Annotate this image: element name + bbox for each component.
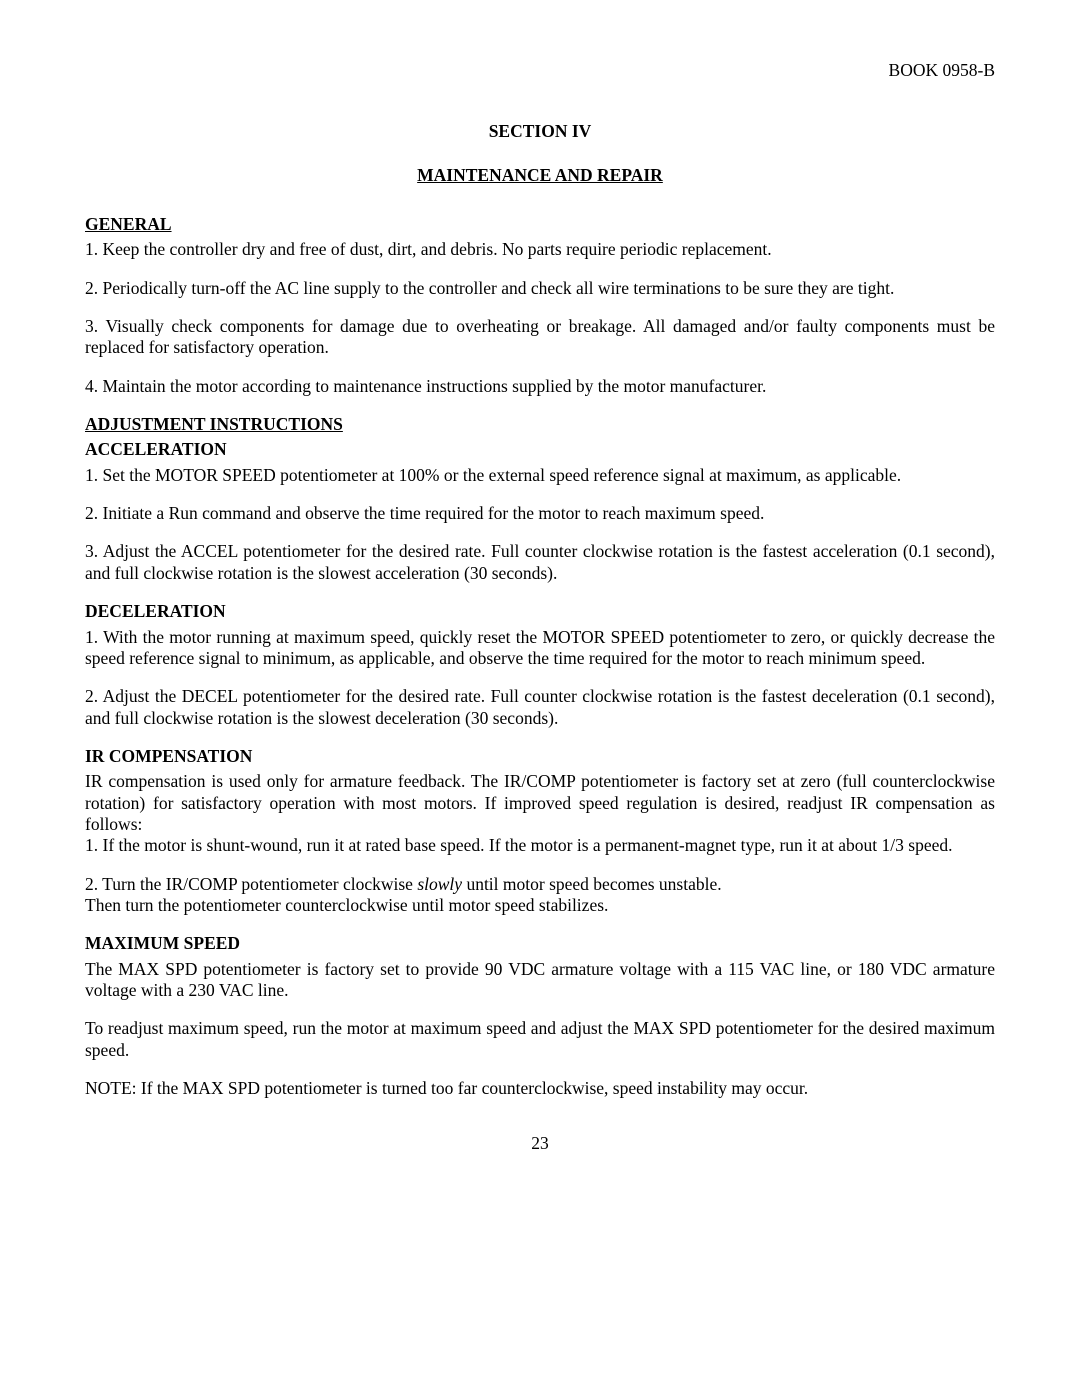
general-p1: 1. Keep the controller dry and free of d… <box>85 239 995 260</box>
ir-comp-p2a: 2. Turn the IR/COMP potentiometer clockw… <box>85 874 417 894</box>
ir-comp-p2-line2: Then turn the potentiometer counterclock… <box>85 895 995 916</box>
ir-comp-p2-italic: slowly <box>417 874 462 894</box>
page-number: 23 <box>85 1133 995 1154</box>
book-reference: BOOK 0958-B <box>85 60 995 81</box>
general-p4: 4. Maintain the motor according to maint… <box>85 376 995 397</box>
acceleration-p1: 1. Set the MOTOR SPEED potentiometer at … <box>85 465 995 486</box>
deceleration-heading: DECELERATION <box>85 601 995 622</box>
max-speed-p2: To readjust maximum speed, run the motor… <box>85 1018 995 1061</box>
section-title: MAINTENANCE AND REPAIR <box>85 165 995 186</box>
ir-comp-p2b: until motor speed becomes unstable. <box>462 874 722 894</box>
adjustment-heading: ADJUSTMENT INSTRUCTIONS <box>85 414 995 435</box>
general-p2: 2. Periodically turn-off the AC line sup… <box>85 278 995 299</box>
ir-comp-intro: IR compensation is used only for armatur… <box>85 771 995 835</box>
section-number: SECTION IV <box>85 121 995 142</box>
general-heading: GENERAL <box>85 214 995 235</box>
ir-comp-p1: 1. If the motor is shunt-wound, run it a… <box>85 835 995 856</box>
acceleration-heading: ACCELERATION <box>85 439 995 460</box>
ir-comp-p2-line1: 2. Turn the IR/COMP potentiometer clockw… <box>85 874 995 895</box>
max-speed-note: NOTE: If the MAX SPD potentiometer is tu… <box>85 1078 995 1099</box>
deceleration-p1: 1. With the motor running at maximum spe… <box>85 627 995 670</box>
general-p3: 3. Visually check components for damage … <box>85 316 995 359</box>
deceleration-p2: 2. Adjust the DECEL potentiometer for th… <box>85 686 995 729</box>
acceleration-p3: 3. Adjust the ACCEL potentiometer for th… <box>85 541 995 584</box>
max-speed-heading: MAXIMUM SPEED <box>85 933 995 954</box>
max-speed-p1: The MAX SPD potentiometer is factory set… <box>85 959 995 1002</box>
ir-comp-heading: IR COMPENSATION <box>85 746 995 767</box>
acceleration-p2: 2. Initiate a Run command and observe th… <box>85 503 995 524</box>
